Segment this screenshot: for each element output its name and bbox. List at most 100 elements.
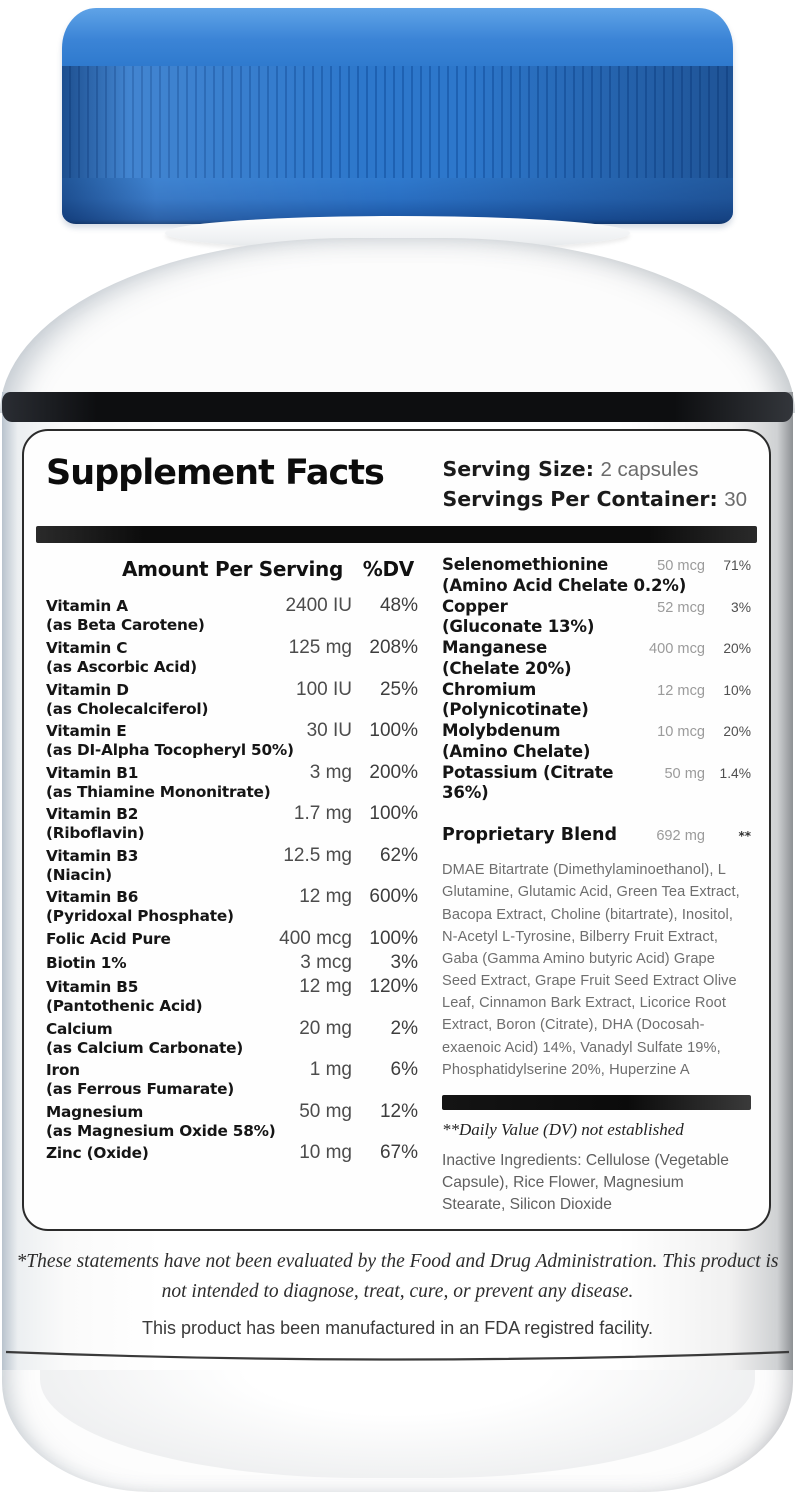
- nutrient-amount: 125 mg: [288, 637, 352, 659]
- nutrient-name: Molybdenum: [442, 721, 561, 741]
- nutrient-row: Zinc (Oxide) 10 mg 67%: [46, 1142, 418, 1164]
- cap-ribs: [62, 66, 733, 178]
- nutrient-name: Magnesium: [46, 1102, 144, 1121]
- nutrient-amount: 12.5 mg: [283, 844, 352, 866]
- nutrient-row: Manganese 400 mcg 20% (Chelate 20%): [442, 638, 751, 678]
- nutrient-detail: (Amino Acid Chelate 0.2%): [442, 575, 687, 595]
- black-divider-bar: [36, 526, 757, 544]
- nutrient-dv: 208%: [369, 637, 418, 659]
- bottle-cap: [62, 8, 733, 224]
- supplement-facts-panel: Supplement Facts Serving Size: 2 capsule…: [22, 429, 771, 1232]
- cap-lip: [62, 178, 733, 224]
- nutrient-amount: 10 mg: [299, 1142, 352, 1164]
- nutrient-dv: 100%: [369, 803, 418, 825]
- nutrient-detail: (as Thiamine Mononitrate): [46, 782, 271, 801]
- nutrient-amount: 100 IU: [296, 678, 352, 700]
- nutrient-dv: 62%: [379, 844, 418, 866]
- nutrient-row: Vitamin B5 12 mg 120% (Pantothenic Acid): [46, 976, 418, 1016]
- nutrient-amount: 50 mg: [664, 765, 705, 782]
- nutrient-dv: 67%: [379, 1142, 418, 1164]
- nutrient-name: Biotin 1%: [46, 954, 127, 973]
- servings-per-container-value: 30: [724, 487, 747, 511]
- proprietary-blend-name: Proprietary Blend: [442, 825, 617, 846]
- nutrient-amount: 400 mcg: [279, 928, 352, 950]
- nutrient-detail: (Pantothenic Acid): [46, 997, 203, 1016]
- nutrient-dv: 20%: [723, 641, 751, 657]
- nutrient-name: Vitamin D: [46, 680, 129, 699]
- nutrient-detail: (as Beta Carotene): [46, 616, 205, 635]
- nutrient-amount: 3 mcg: [300, 952, 352, 974]
- nutrient-dv: 12%: [379, 1100, 418, 1122]
- nutrient-amount: 10 mcg: [657, 724, 705, 741]
- nutrient-row: Vitamin B6 12 mg 600% (Pyridoxal Phosphate): [46, 886, 418, 926]
- nutrient-detail: (as Ascorbic Acid): [46, 658, 197, 677]
- nutrient-detail: (as DI-Alpha Tocopheryl 50%): [46, 741, 294, 760]
- nutrient-amount: 1.7 mg: [293, 803, 352, 825]
- nutrient-dv: 600%: [369, 886, 418, 908]
- nutrient-name: Potassium (Citrate 36%): [442, 762, 614, 803]
- nutrient-name: Manganese: [442, 638, 547, 658]
- nutrient-detail: (Niacin): [46, 865, 112, 884]
- nutrient-name: Chromium: [442, 679, 537, 699]
- nutrient-row: Chromium 12 mcg 10% (Polynicotinate): [442, 680, 751, 720]
- nutrient-detail: (as Cholecalciferol): [46, 699, 209, 718]
- nutrient-columns: Amount Per Serving %DV Vitamin A 2400 IU 4…: [38, 555, 753, 1215]
- mineral-rows: Selenomethionine 50 mcg 71% (Amino Acid Che…: [442, 555, 751, 803]
- nutrient-row: Copper 52 mcg 3% (Gluconate 13%): [442, 597, 751, 637]
- nutrient-detail: (as Ferrous Fumarate): [46, 1080, 235, 1099]
- nutrient-amount: 1 mg: [309, 1059, 352, 1081]
- nutrient-detail: (Pyridoxal Phosphate): [46, 907, 234, 926]
- serving-info: Serving Size: 2 capsules Servings Per Co…: [443, 453, 747, 514]
- nutrient-name: Calcium: [46, 1019, 113, 1038]
- nutrient-name: Vitamin B5: [46, 978, 139, 997]
- nutrient-amount: 400 mcg: [649, 641, 705, 658]
- nutrient-name: Vitamin C: [46, 639, 128, 658]
- nutrient-name: Vitamin A: [46, 597, 128, 616]
- nutrient-name: Iron: [46, 1061, 80, 1080]
- black-divider-bar-2: [442, 1094, 751, 1110]
- label-top-black-band: [2, 392, 793, 422]
- nutrient-name: Vitamin B3: [46, 846, 139, 865]
- serving-size-value: 2 capsules: [600, 458, 699, 481]
- nutrient-dv: 3%: [390, 952, 418, 974]
- nutrient-dv: 120%: [369, 976, 418, 998]
- cap-top-surface: [62, 8, 733, 66]
- nutrient-dv: 48%: [379, 595, 418, 617]
- column-headers: Amount Per Serving %DV: [46, 555, 418, 595]
- nutrient-row: Vitamin C 125 mg 208% (as Ascorbic Acid): [46, 637, 418, 677]
- nutrient-amount: 3 mg: [309, 761, 352, 783]
- nutrient-name: Selenomethionine: [442, 555, 609, 575]
- nutrient-name: Folic Acid Pure: [46, 930, 171, 949]
- nutrient-dv: 25%: [379, 678, 418, 700]
- daily-value-note: **Daily Value (DV) not established: [442, 1119, 684, 1139]
- nutrient-row: Vitamin B2 1.7 mg 100% (Riboflavin): [46, 803, 418, 843]
- nutrient-name: Vitamin E: [46, 722, 127, 741]
- fda-disclaimer: *These statements have not been evaluate…: [16, 1251, 779, 1302]
- nutrient-amount: 12 mcg: [657, 682, 705, 699]
- proprietary-blend-dv: **: [738, 829, 751, 844]
- nutrient-dv: 6%: [390, 1059, 418, 1081]
- nutrient-detail: (as Calcium Carbonate): [46, 1038, 244, 1057]
- nutrient-name: Zinc (Oxide): [46, 1144, 149, 1163]
- nutrient-amount: 2400 IU: [285, 595, 352, 617]
- nutrient-dv: 20%: [723, 724, 751, 740]
- nutrient-detail: (Amino Chelate): [442, 741, 591, 761]
- servings-per-container-line: Servings Per Container: 30: [443, 485, 747, 515]
- nutrient-name: Vitamin B6: [46, 888, 139, 907]
- nutrient-dv: 71%: [723, 558, 751, 574]
- vitamin-rows: Vitamin A 2400 IU 48% (as Beta Carotene) Vit…: [46, 595, 418, 1164]
- nutrient-dv: 100%: [369, 720, 418, 742]
- proprietary-blend-row: Proprietary Blend 692 mg **: [442, 825, 751, 845]
- nutrient-name: Copper: [442, 596, 508, 616]
- nutrient-dv: 2%: [390, 1017, 418, 1039]
- facility-note: This product has been manufactured in an…: [142, 1317, 653, 1338]
- serving-size-label: Serving Size:: [442, 457, 594, 481]
- nutrient-name: Vitamin B1: [46, 763, 139, 782]
- nutrient-amount: 12 mg: [299, 976, 352, 998]
- nutrient-detail: (Chelate 20%): [442, 658, 572, 678]
- nutrient-amount: 30 IU: [306, 720, 352, 742]
- label-bottom-edge-line: [5, 1350, 790, 1361]
- nutrient-dv: 10%: [723, 682, 751, 698]
- nutrient-row: Magnesium 50 mg 12% (as Magnesium Oxide 58%…: [46, 1101, 418, 1141]
